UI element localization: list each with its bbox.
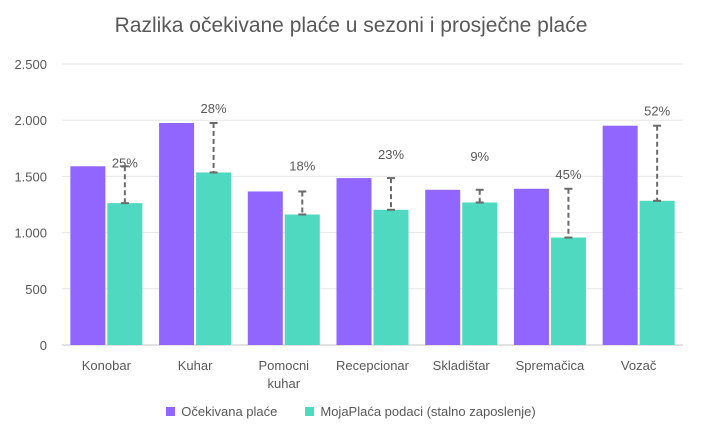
bar-mojaplaca	[107, 203, 143, 345]
difference-label: 9%	[470, 149, 489, 164]
x-category-label: Recepcionar	[336, 358, 410, 373]
x-category-label: Spremačica	[516, 358, 585, 373]
bar-mojaplaca	[550, 237, 586, 345]
bar-expected	[513, 188, 549, 345]
y-tick-label: 500	[25, 282, 47, 297]
difference-label: 18%	[289, 158, 315, 173]
bar-mojaplaca	[639, 200, 675, 345]
bar-mojaplaca	[196, 172, 232, 345]
bar-expected	[247, 191, 283, 345]
legend-swatch-expected	[166, 407, 176, 416]
x-category-label: kuhar	[268, 376, 301, 391]
y-tick-label: 1.000	[14, 226, 47, 241]
legend-label-expected: Očekivana plaće	[181, 404, 278, 419]
legend-item-expected: Očekivana plaće	[166, 404, 277, 419]
x-category-label: Pomocni	[258, 358, 309, 373]
bar-expected	[70, 166, 106, 345]
x-category-label: Kuhar	[178, 358, 213, 373]
bar-expected	[336, 178, 372, 345]
chart-title: Razlika očekivane plaće u sezoni i prosj…	[114, 14, 588, 37]
difference-label: 52%	[644, 104, 670, 119]
difference-label: 28%	[201, 101, 227, 116]
legend-item-mojaplaca: MojaPlaća podaci (stalno zaposlenje)	[305, 404, 536, 419]
x-category-label: Vozač	[621, 358, 657, 373]
x-category-label: Skladištar	[433, 358, 491, 373]
y-tick-label: 2.500	[14, 57, 47, 72]
bar-mojaplaca	[462, 202, 498, 345]
y-tick-label: 2.000	[14, 113, 47, 128]
bar-expected	[425, 189, 461, 345]
bar-expected	[159, 123, 195, 345]
bar-mojaplaca	[373, 209, 409, 345]
bar-expected	[602, 125, 638, 345]
bar-mojaplaca	[284, 214, 320, 345]
difference-label: 45%	[555, 167, 581, 182]
legend-swatch-mojaplaca	[305, 407, 315, 416]
difference-label: 23%	[378, 147, 404, 162]
y-tick-label: 0	[40, 338, 47, 353]
y-tick-label: 1.500	[14, 169, 47, 184]
legend: Očekivana plaće MojaPlaća podaci (stalno…	[0, 404, 702, 419]
x-category-label: Konobar	[82, 358, 132, 373]
legend-label-mojaplaca: MojaPlaća podaci (stalno zaposlenje)	[320, 404, 536, 419]
difference-label: 25%	[112, 155, 138, 170]
